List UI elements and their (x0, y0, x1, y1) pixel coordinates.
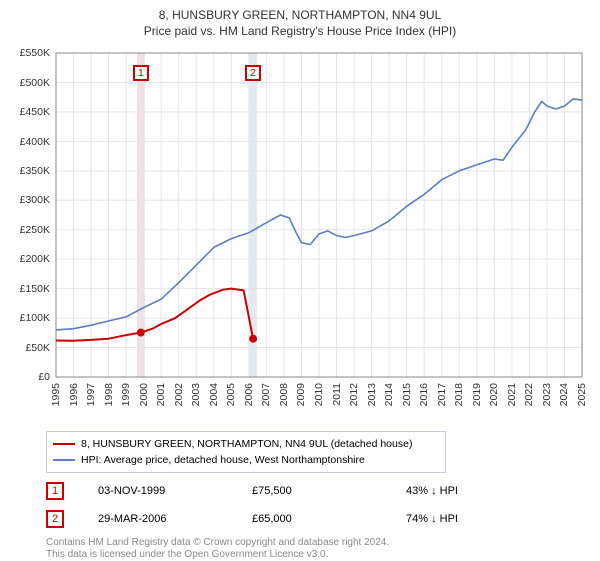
annotation-price: £75,500 (252, 485, 372, 497)
legend-label: HPI: Average price, detached house, West… (81, 454, 365, 466)
x-axis-label: 2001 (155, 383, 167, 406)
legend-item: HPI: Average price, detached house, West… (53, 452, 439, 468)
x-axis-label: 2005 (225, 383, 237, 406)
x-axis-label: 2021 (506, 383, 518, 406)
y-axis-label: £0 (10, 371, 50, 383)
x-axis-label: 1995 (50, 383, 62, 406)
x-axis-label: 2014 (383, 383, 395, 406)
y-axis-label: £300K (10, 194, 50, 206)
annotation-delta: 74% ↓ HPI (406, 513, 526, 525)
annotation-marker: 1 (46, 482, 64, 500)
x-axis-label: 2002 (173, 383, 185, 406)
y-axis-label: £500K (10, 77, 50, 89)
annotation-date: 29-MAR-2006 (98, 513, 218, 525)
y-axis-label: £200K (10, 253, 50, 265)
x-axis-label: 2003 (190, 383, 202, 406)
annotation-row: 2 29-MAR-2006 £65,000 74% ↓ HPI (46, 505, 590, 533)
chart-title: 8, HUNSBURY GREEN, NORTHAMPTON, NN4 9UL (10, 8, 590, 24)
x-axis-label: 2019 (471, 383, 483, 406)
chart-svg (10, 45, 590, 425)
x-axis-label: 1997 (85, 383, 97, 406)
x-axis-label: 2020 (488, 383, 500, 406)
annotation-row: 1 03-NOV-1999 £75,500 43% ↓ HPI (46, 477, 590, 505)
x-axis-label: 2009 (295, 383, 307, 406)
annotation-delta: 43% ↓ HPI (406, 485, 526, 497)
legend-swatch (53, 459, 75, 461)
x-axis-label: 2012 (348, 383, 360, 406)
x-axis-label: 2011 (331, 383, 343, 406)
y-axis-label: £50K (10, 342, 50, 354)
x-axis-label: 2023 (541, 383, 553, 406)
x-axis-label: 2024 (558, 383, 570, 406)
y-axis-label: £350K (10, 165, 50, 177)
legend-label: 8, HUNSBURY GREEN, NORTHAMPTON, NN4 9UL … (81, 438, 412, 450)
x-axis-label: 2025 (576, 383, 588, 406)
annotation-marker: 2 (46, 510, 64, 528)
x-axis-label: 2022 (523, 383, 535, 406)
x-axis-label: 1998 (103, 383, 115, 406)
x-axis-label: 2015 (401, 383, 413, 406)
y-axis-label: £100K (10, 312, 50, 324)
x-axis-label: 2016 (418, 383, 430, 406)
chart-marker-label: 2 (245, 65, 261, 81)
y-axis-label: £450K (10, 106, 50, 118)
footer-line: Contains HM Land Registry data © Crown c… (46, 537, 590, 549)
chart-subtitle: Price paid vs. HM Land Registry's House … (10, 24, 590, 40)
annotation-date: 03-NOV-1999 (98, 485, 218, 497)
chart-area: £0 £50K £100K £150K £200K £250K £300K £350K £400… (10, 45, 590, 425)
x-axis-label: 2013 (366, 383, 378, 406)
y-axis-label: £550K (10, 47, 50, 59)
annotation-price: £65,000 (252, 513, 372, 525)
y-axis-label: £400K (10, 136, 50, 148)
legend: 8, HUNSBURY GREEN, NORTHAMPTON, NN4 9UL … (46, 431, 446, 473)
x-axis-label: 2008 (278, 383, 290, 406)
x-axis-label: 2007 (260, 383, 272, 406)
x-axis-label: 2006 (243, 383, 255, 406)
x-axis-label: 2017 (436, 383, 448, 406)
y-axis-label: £250K (10, 224, 50, 236)
y-axis-label: £150K (10, 283, 50, 295)
x-axis-label: 2004 (208, 383, 220, 406)
legend-swatch (53, 443, 75, 445)
x-axis-label: 1999 (120, 383, 132, 406)
x-axis-label: 1996 (68, 383, 80, 406)
footer-attribution: Contains HM Land Registry data © Crown c… (46, 537, 590, 561)
x-axis-label: 2000 (138, 383, 150, 406)
x-axis-label: 2018 (453, 383, 465, 406)
footer-line: This data is licensed under the Open Gov… (46, 549, 590, 561)
x-axis-label: 2010 (313, 383, 325, 406)
legend-item: 8, HUNSBURY GREEN, NORTHAMPTON, NN4 9UL … (53, 436, 439, 452)
annotation-table: 1 03-NOV-1999 £75,500 43% ↓ HPI 2 29-MAR-2006… (46, 477, 590, 533)
chart-marker-label: 1 (133, 65, 149, 81)
